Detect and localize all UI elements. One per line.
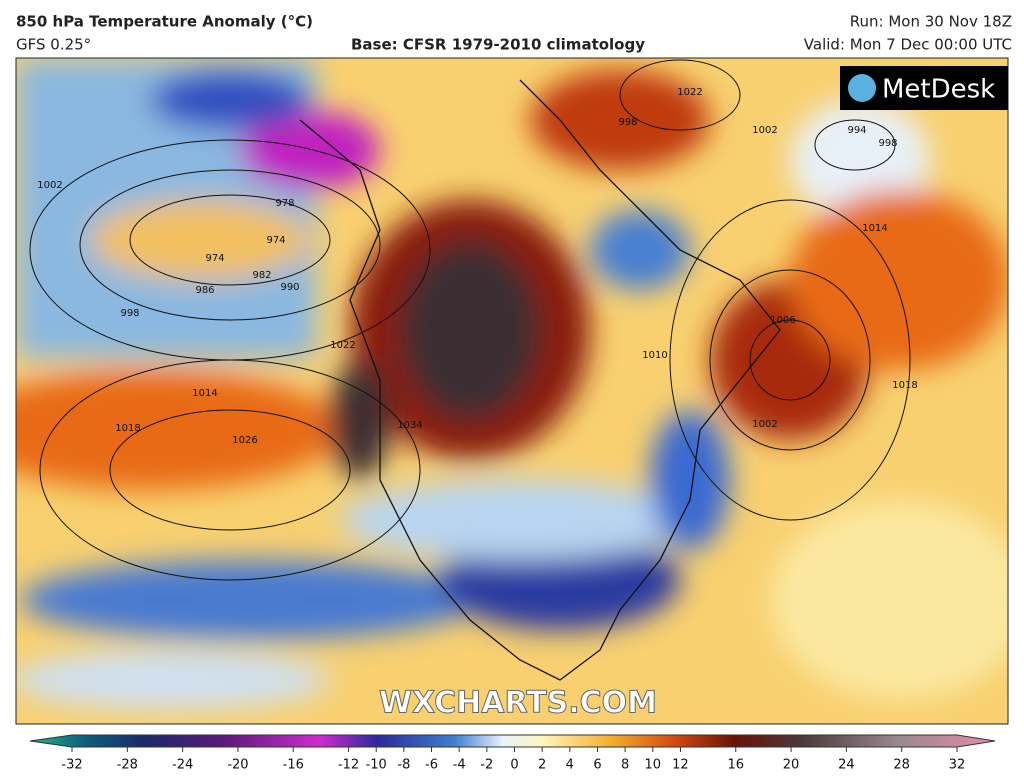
isobar-label: 1002 — [37, 180, 62, 191]
map-frame — [15, 57, 1009, 725]
colorbar-tick-label: -8 — [397, 758, 410, 773]
base: Base: CFSR 1979-2010 climatology — [351, 36, 645, 54]
colorbar-tick-label: 0 — [510, 758, 518, 773]
isobar-label: 1006 — [770, 315, 795, 326]
colorbar-tick-label: 6 — [593, 758, 601, 773]
colorbar-tick-label: 32 — [949, 758, 966, 773]
colorbar-tick-label: 4 — [566, 758, 574, 773]
map — [16, 58, 1008, 724]
run: Run: Mon 30 Nov 18Z — [850, 13, 1012, 31]
colorbar-tick-label: -2 — [480, 758, 493, 773]
isobar-label: 998 — [878, 138, 897, 149]
colorbar-tick-label: -28 — [117, 758, 138, 773]
colorbar-tick-label: -20 — [227, 758, 248, 773]
colorbar-tick-label: 24 — [838, 758, 855, 773]
colorbar-tick-label: -24 — [172, 758, 193, 773]
isobar-label: 1022 — [677, 87, 702, 98]
colorbar-tick-label: -10 — [366, 758, 387, 773]
isobar-label: 1018 — [892, 380, 917, 391]
colorbar-tick-label: 20 — [783, 758, 800, 773]
isobar-label: 978 — [275, 198, 294, 209]
isobar-label: 986 — [195, 285, 214, 296]
colorbar-tick-label: 16 — [727, 758, 744, 773]
colorbar-tick-label: 28 — [893, 758, 910, 773]
colorbar-tick-label: 12 — [672, 758, 689, 773]
colorbar — [29, 734, 996, 748]
isobar-label: 994 — [847, 125, 866, 136]
logo-icon — [848, 74, 876, 102]
colorbar-tick-label: 8 — [621, 758, 629, 773]
colorbar-tick-label: 2 — [538, 758, 546, 773]
isobar-label: 1002 — [752, 125, 777, 136]
colorbar-tick-label: -4 — [453, 758, 466, 773]
isobar-label: 1014 — [862, 223, 887, 234]
logo: MetDesk — [882, 75, 995, 105]
isobar-label: 1014 — [192, 388, 217, 399]
isobar-label: 982 — [252, 270, 271, 281]
colorbar-tick-label: 10 — [645, 758, 662, 773]
isobar-label: 974 — [205, 253, 224, 264]
model: GFS 0.25° — [16, 36, 91, 54]
colorbar-tick-label: -32 — [61, 758, 82, 773]
colorbar-tick-label: -6 — [425, 758, 438, 773]
isobar-label: 998 — [120, 308, 139, 319]
isobar-label: 990 — [280, 282, 299, 293]
isobar-label: 1026 — [232, 435, 257, 446]
watermark: WXCHARTS.COM — [379, 686, 657, 721]
title: 850 hPa Temperature Anomaly (°C) — [16, 13, 313, 31]
colorbar-tick-label: -16 — [283, 758, 304, 773]
isobar-label: 1034 — [397, 420, 422, 431]
isobar-label: 1010 — [642, 350, 667, 361]
isobar-label: 1018 — [115, 423, 140, 434]
colorbar-tick-label: -12 — [338, 758, 359, 773]
isobar-label: 998 — [618, 117, 637, 128]
isobar-label: 1002 — [752, 419, 777, 430]
isobar-label: 1022 — [330, 340, 355, 351]
isobar-label: 974 — [266, 235, 285, 246]
valid: Valid: Mon 7 Dec 00:00 UTC — [804, 36, 1012, 54]
